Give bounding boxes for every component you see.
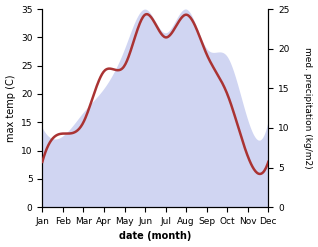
Y-axis label: med. precipitation (kg/m2): med. precipitation (kg/m2): [303, 47, 313, 169]
Y-axis label: max temp (C): max temp (C): [5, 74, 16, 142]
X-axis label: date (month): date (month): [119, 231, 191, 242]
